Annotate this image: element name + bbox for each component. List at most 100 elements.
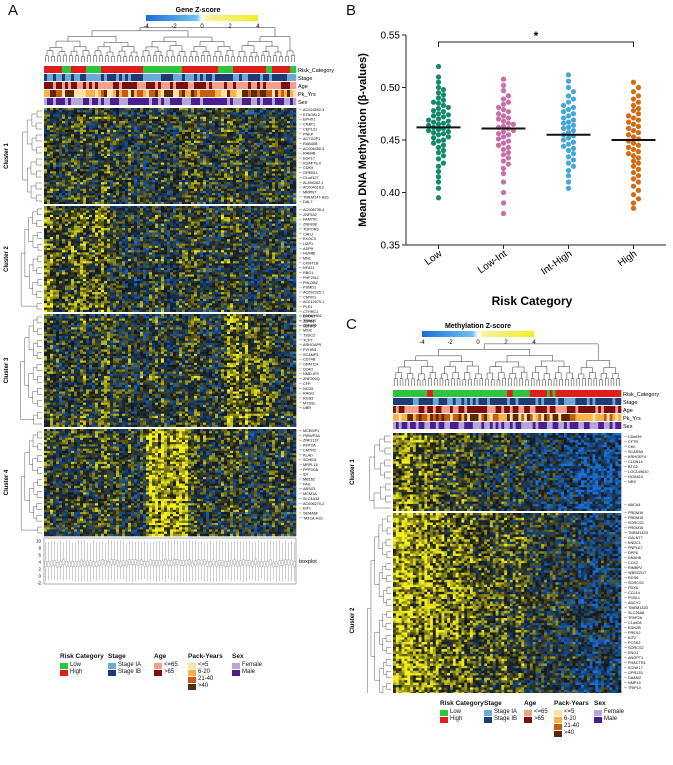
heatmap-cell (149, 151, 153, 155)
heatmap-cell (254, 156, 258, 159)
heatmap-cell (122, 219, 126, 222)
annotation-cell (59, 82, 63, 89)
heatmap-cell (227, 156, 231, 159)
heatmap-cell (191, 214, 195, 218)
heatmap-cell (224, 212, 228, 216)
heatmap-cell (185, 140, 189, 144)
heatmap-cell (251, 164, 255, 168)
heatmap-cell (98, 147, 102, 150)
heatmap-cell (140, 136, 144, 139)
colorbar-tick-label: -4 (143, 24, 149, 30)
heatmap-cell (98, 169, 102, 172)
heatmap-cell (185, 195, 189, 198)
heatmap-cell (245, 121, 249, 124)
heatmap-cell (122, 156, 126, 159)
heatmap-cell (62, 197, 66, 200)
heatmap-cell (110, 156, 114, 159)
heatmap-cell (227, 180, 231, 183)
heatmap-cell (104, 223, 108, 227)
heatmap-cell (290, 112, 294, 115)
heatmap-cell (80, 182, 84, 185)
heatmap-cell (140, 166, 144, 170)
annotation-cell (176, 74, 180, 81)
heatmap-cell (239, 217, 243, 220)
heatmap-cell (113, 158, 117, 161)
heatmap-cell (281, 184, 285, 187)
heatmap-cell (149, 129, 153, 133)
heatmap-cell (203, 177, 207, 181)
heatmap-cell (167, 182, 171, 185)
heatmap-cell (293, 186, 297, 190)
heatmap-cell (269, 108, 273, 111)
heatmap-cell (92, 149, 96, 152)
heatmap-cell (44, 121, 48, 124)
annotation-cell (125, 66, 129, 73)
annotation-cell (140, 82, 144, 89)
heatmap-cell (80, 108, 84, 111)
heatmap-cell (230, 214, 234, 218)
heatmap-cell (47, 142, 51, 146)
heatmap-cell (206, 217, 210, 220)
heatmap-cell (248, 142, 252, 146)
column-dendrogram-branch (55, 40, 81, 48)
heatmap-cell (248, 112, 252, 115)
annotation-cell (254, 82, 258, 89)
annotation-cell (218, 90, 222, 97)
heatmap-cell (107, 118, 111, 122)
annotation-cell (278, 74, 282, 81)
heatmap-cell (44, 206, 48, 209)
heatmap-cell (110, 212, 114, 216)
heatmap-cell (284, 162, 288, 166)
heatmap-cell (251, 129, 255, 133)
heatmap-cell (245, 201, 249, 205)
heatmap-cell (284, 212, 288, 216)
heatmap-cell (83, 110, 87, 113)
heatmap-cell (44, 151, 48, 155)
heatmap-cell (113, 201, 117, 205)
heatmap-cell (140, 162, 144, 166)
heatmap-cell (149, 156, 153, 159)
heatmap-cell (92, 134, 96, 137)
heatmap-cell (236, 164, 240, 168)
annotation-cell (92, 82, 96, 89)
heatmap-cell (203, 212, 207, 216)
heatmap-cell (203, 132, 207, 135)
heatmap-cell (110, 132, 114, 135)
annotation-cell (149, 82, 153, 89)
heatmap-cell (134, 197, 138, 200)
heatmap-cell (263, 138, 267, 142)
annotation-cell (65, 66, 69, 73)
heatmap-cell (47, 212, 51, 216)
heatmap-cell (176, 140, 180, 144)
heatmap-cell (266, 164, 270, 168)
annotation-cell (239, 98, 243, 105)
heatmap-cell (98, 193, 102, 196)
heatmap-cell (224, 123, 228, 126)
heatmap-cell (260, 118, 264, 122)
heatmap-cell (98, 190, 102, 194)
column-dendrogram-branch (189, 56, 193, 62)
heatmap-cell (116, 214, 120, 218)
heatmap-cell (149, 158, 153, 161)
heatmap-cell (293, 195, 297, 198)
heatmap-cell (209, 127, 213, 131)
heatmap-cell (275, 156, 279, 159)
annotation-cell (185, 82, 189, 89)
heatmap-cell (266, 201, 270, 205)
heatmap-cell (80, 201, 84, 205)
heatmap-cell (215, 156, 219, 159)
annotation-cell (248, 74, 252, 81)
heatmap-cell (143, 190, 147, 194)
heatmap-cell (152, 160, 156, 163)
heatmap-cell (245, 123, 249, 126)
heatmap-cell (188, 169, 192, 172)
heatmap-cell (44, 223, 48, 227)
heatmap-cell (50, 138, 54, 142)
heatmap-cell (134, 193, 138, 196)
heatmap-cell (53, 132, 57, 135)
heatmap-cell (110, 108, 114, 111)
heatmap-cell (113, 149, 117, 152)
heatmap-cell (101, 112, 105, 115)
heatmap-cell (206, 108, 210, 111)
heatmap-cell (59, 145, 63, 148)
